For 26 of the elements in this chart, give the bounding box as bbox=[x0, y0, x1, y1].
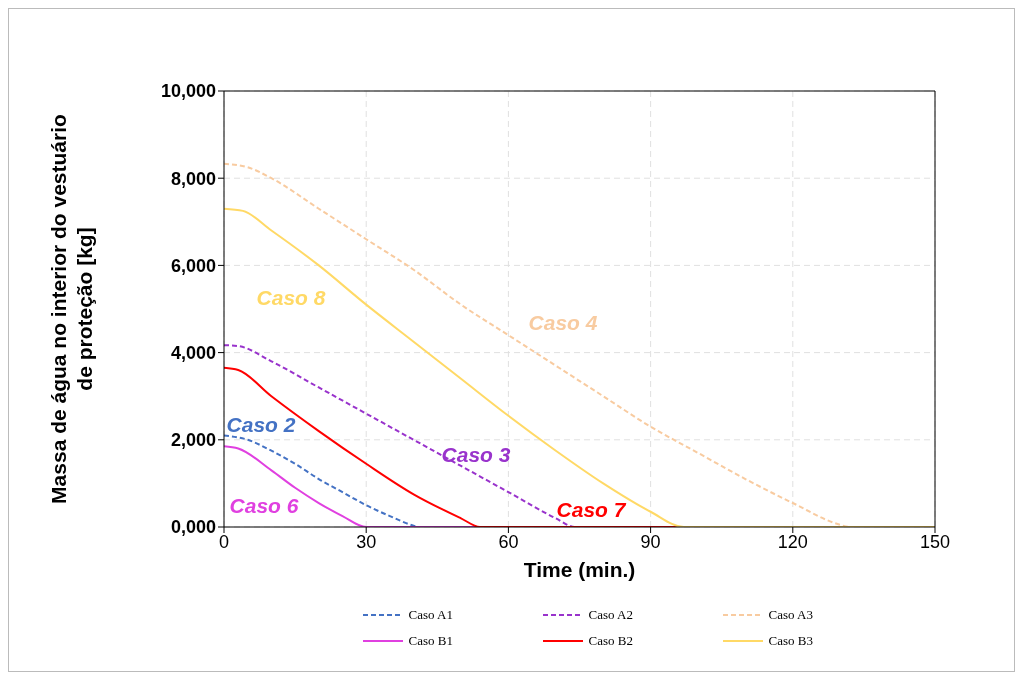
y-tick-label: 0,000 bbox=[170, 517, 216, 538]
x-axis-title: Time (min.) bbox=[523, 558, 636, 581]
annotation: Caso 3 bbox=[441, 443, 511, 467]
y-tick-label: 6,000 bbox=[170, 255, 216, 276]
y-tick-label: 2,000 bbox=[170, 430, 216, 451]
annotation: Caso 4 bbox=[528, 311, 598, 335]
annotation: Caso 7 bbox=[556, 498, 626, 522]
legend-label: Caso B3 bbox=[768, 633, 813, 649]
legend-label: Caso A1 bbox=[408, 607, 453, 623]
legend-label: Caso A3 bbox=[768, 607, 813, 623]
y-tick-label: 8,000 bbox=[170, 168, 216, 189]
legend-label: Caso A2 bbox=[588, 607, 633, 623]
annotation: Caso 8 bbox=[256, 286, 326, 310]
y-tick-label: 10,000 bbox=[160, 81, 216, 102]
y-axis-title: Massa de água no interior do vestuário de proteção [kg] bbox=[47, 114, 96, 504]
x-tick-label: 0 bbox=[218, 531, 230, 552]
legend-label: Caso B1 bbox=[408, 633, 453, 649]
annotation: Caso 6 bbox=[229, 494, 299, 518]
x-tick-label: 30 bbox=[356, 531, 377, 552]
x-tick-label: 60 bbox=[498, 531, 519, 552]
x-tick-label: 150 bbox=[919, 531, 951, 552]
annotation: Caso 2 bbox=[226, 413, 296, 437]
x-tick-label: 90 bbox=[640, 531, 661, 552]
y-tick-label: 4,000 bbox=[170, 342, 216, 363]
x-tick-label: 120 bbox=[777, 531, 808, 552]
legend-label: Caso B2 bbox=[588, 633, 633, 649]
